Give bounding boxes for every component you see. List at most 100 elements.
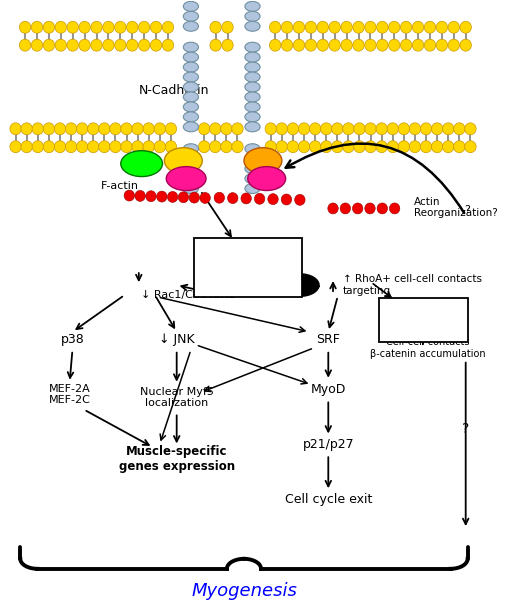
Circle shape [79,21,90,33]
Circle shape [222,21,233,33]
Circle shape [390,203,400,214]
Circle shape [460,21,472,33]
Circle shape [398,123,410,135]
Circle shape [21,141,32,153]
Circle shape [365,39,376,51]
Circle shape [400,39,412,51]
Circle shape [343,141,354,153]
Ellipse shape [166,167,206,191]
Circle shape [210,21,221,33]
Ellipse shape [245,92,260,102]
Ellipse shape [245,164,260,174]
Text: βCat: βCat [252,156,273,165]
Circle shape [269,21,281,33]
Ellipse shape [183,164,199,174]
Circle shape [287,141,298,153]
Circle shape [321,123,332,135]
Circle shape [329,21,340,33]
Circle shape [317,21,329,33]
Circle shape [317,39,329,51]
Circle shape [276,141,288,153]
Circle shape [99,123,110,135]
Ellipse shape [183,72,199,82]
Ellipse shape [245,112,260,122]
Circle shape [43,123,55,135]
Ellipse shape [245,42,260,52]
Circle shape [132,123,143,135]
Circle shape [76,123,88,135]
Circle shape [115,39,126,51]
Circle shape [265,141,276,153]
Circle shape [43,141,55,153]
Circle shape [343,123,354,135]
Circle shape [91,21,102,33]
Circle shape [328,203,338,214]
Circle shape [126,39,138,51]
Circle shape [124,190,135,201]
Ellipse shape [164,148,202,174]
Text: ?: ? [462,422,470,436]
Circle shape [409,141,421,153]
Ellipse shape [183,112,199,122]
Circle shape [341,39,352,51]
Circle shape [448,21,459,33]
Circle shape [365,141,376,153]
Circle shape [110,141,121,153]
Circle shape [298,123,310,135]
Circle shape [121,141,132,153]
Circle shape [387,123,398,135]
Circle shape [21,123,32,135]
Ellipse shape [245,21,260,31]
Circle shape [121,123,132,135]
Circle shape [76,141,88,153]
Circle shape [295,194,305,205]
Circle shape [54,123,66,135]
Circle shape [305,39,316,51]
Text: ?: ? [465,205,471,215]
Circle shape [54,141,66,153]
Circle shape [365,21,376,33]
Circle shape [143,123,155,135]
Ellipse shape [183,122,199,132]
Circle shape [265,123,276,135]
Circle shape [162,39,174,51]
Ellipse shape [280,273,320,297]
Ellipse shape [183,154,199,164]
Text: GAP  ?: GAP ? [229,260,267,274]
Ellipse shape [245,174,260,183]
Circle shape [465,141,476,153]
Text: γCat: γCat [173,156,194,165]
Circle shape [154,123,165,135]
Circle shape [103,21,114,33]
Ellipse shape [245,1,260,12]
Circle shape [115,21,126,33]
Circle shape [227,192,238,203]
Circle shape [424,39,436,51]
Ellipse shape [183,42,199,52]
Circle shape [398,141,410,153]
Ellipse shape [245,122,260,132]
Circle shape [420,123,432,135]
Circle shape [436,21,447,33]
Text: MyoD: MyoD [311,383,346,396]
Circle shape [146,191,156,202]
Circle shape [67,21,78,33]
Circle shape [442,141,454,153]
Text: F-actin: F-actin [101,180,139,191]
Circle shape [91,39,102,51]
Circle shape [55,21,67,33]
Circle shape [221,123,232,135]
Circle shape [66,141,77,153]
Text: N-Cadherin: N-Cadherin [139,84,209,98]
Circle shape [66,123,77,135]
Text: Effectors?: Effectors? [395,323,451,333]
Circle shape [409,123,421,135]
Ellipse shape [183,52,199,62]
Text: αCat: αCat [176,174,197,183]
Ellipse shape [183,1,199,12]
Circle shape [199,123,210,135]
Circle shape [420,141,432,153]
Circle shape [454,141,465,153]
Ellipse shape [121,151,162,177]
Circle shape [389,39,400,51]
